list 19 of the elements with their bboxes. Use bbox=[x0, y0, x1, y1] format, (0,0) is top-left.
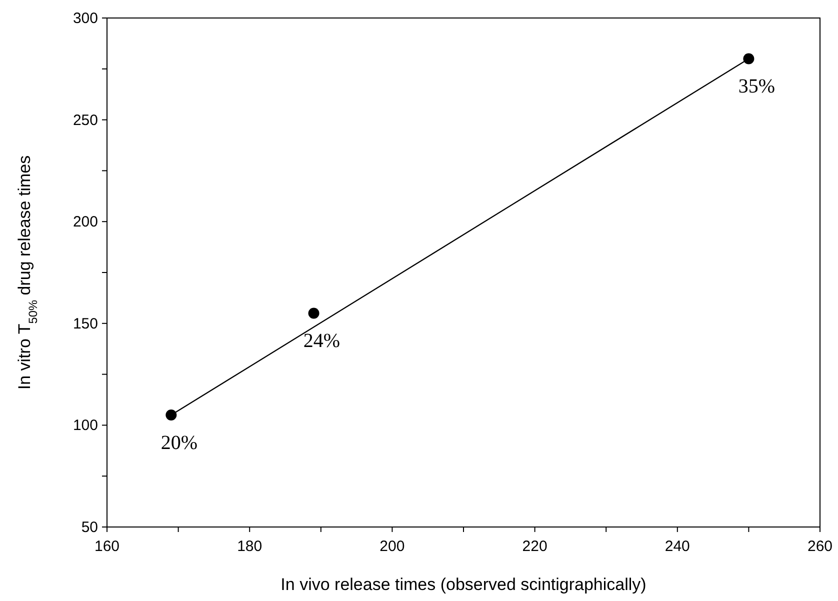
point bbox=[743, 53, 754, 64]
y-tick-label: 250 bbox=[72, 112, 98, 129]
x-tick-label: 160 bbox=[94, 538, 120, 555]
x-tick-label: 180 bbox=[237, 538, 262, 555]
y-tick-label: 50 bbox=[81, 519, 98, 536]
y-tick-label: 100 bbox=[72, 417, 98, 434]
point bbox=[308, 308, 320, 319]
x-axis-title: In vivo release times (observed scintigraphically) bbox=[280, 575, 646, 594]
annotation: 35% bbox=[738, 76, 776, 98]
x-tick-label: 260 bbox=[807, 538, 833, 555]
x-tick-label: 220 bbox=[522, 538, 548, 555]
y-tick-label: 200 bbox=[72, 214, 98, 231]
x-tick-label: 200 bbox=[380, 538, 405, 555]
point bbox=[166, 410, 177, 421]
x-tick-label: 240 bbox=[664, 538, 690, 555]
y-tick-label: 150 bbox=[72, 315, 98, 332]
annotation: 20% bbox=[160, 432, 198, 454]
annotation: 24% bbox=[303, 330, 340, 352]
y-tick-label: 300 bbox=[72, 10, 98, 27]
